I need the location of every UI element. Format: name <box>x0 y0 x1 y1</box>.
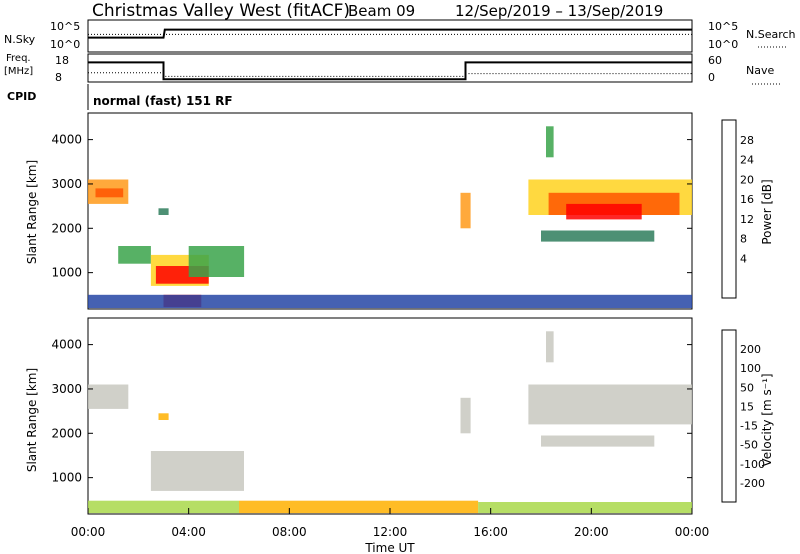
power-colorbar-tick-2: 20 <box>740 173 754 186</box>
velocity-colorbar-tick-4: -15 <box>740 420 758 433</box>
x-tick-label-5: 20:00 <box>574 525 609 539</box>
noise-tick-right-top: 10^5 <box>708 20 738 33</box>
date-range: 12/Sep/2019 – 13/Sep/2019 <box>455 2 663 20</box>
power-colorbar-tick-3: 16 <box>740 193 754 206</box>
power-echo-region-6 <box>188 246 245 277</box>
velocity-y-tick-label-1: 2000 <box>51 426 82 440</box>
power-y-tick-label-1: 2000 <box>51 221 82 235</box>
nave-tick-top: 60 <box>708 54 722 67</box>
velocity-colorbar-tick-2: 50 <box>740 381 754 394</box>
power-echo-region-11 <box>566 203 642 220</box>
power-echo-region-13 <box>546 126 554 158</box>
power-echo-region-8 <box>460 192 471 229</box>
power-data <box>88 126 692 309</box>
frequency-series-1 <box>88 72 692 77</box>
noise-tick-left-bottom: 10^0 <box>50 38 80 51</box>
power-echo-region-14 <box>88 294 692 309</box>
velocity-colorbar-tick-1: 100 <box>740 362 761 375</box>
nave-label: Nave <box>746 64 774 77</box>
power-y-tick-label-0: 1000 <box>51 266 82 280</box>
velocity-echo-region-8 <box>239 500 479 514</box>
power-colorbar-tick-5: 8 <box>740 233 747 246</box>
velocity-y-ticks: 1000 2000 3000 4000 <box>51 338 692 485</box>
velocity-colorbar-label: Velocity [m s⁻¹] <box>760 373 774 466</box>
plot-title: Christmas Valley West (fitACF) <box>92 1 350 21</box>
power-colorbar-tick-1: 24 <box>740 154 754 167</box>
noise-series-0 <box>88 28 692 39</box>
velocity-echo-region-2 <box>158 413 169 420</box>
nsky-label: N.Sky <box>4 33 36 46</box>
velocity-echo-region-1 <box>150 451 244 491</box>
velocity-echo-region-6 <box>546 331 554 363</box>
velocity-colorbar-tick-5: -50 <box>740 439 758 452</box>
power-colorbar: 28 24 20 16 12 8 4 <box>721 119 754 299</box>
freq-tick-top: 18 <box>55 54 69 67</box>
power-colorbar-label: Power [dB] <box>760 179 774 244</box>
freq-tick-bottom: 8 <box>55 71 62 84</box>
x-tick-label-6: 00:00 <box>675 525 710 539</box>
nsearch-label: N.Search <box>746 28 796 41</box>
velocity-y-tick-label-2: 3000 <box>51 382 82 396</box>
velocity-colorbar: 200 100 50 15 -15 -50 -100 -200 <box>721 329 765 503</box>
power-echo-region-7 <box>158 208 169 215</box>
velocity-echo-region-0 <box>88 384 129 409</box>
frequency-lines <box>88 61 692 81</box>
velocity-echo-region-5 <box>541 435 655 447</box>
velocity-colorbar-tick-7: -200 <box>740 477 765 490</box>
x-axis-label: Time UT <box>364 541 415 554</box>
noise-lines <box>88 28 692 39</box>
noise-panel <box>87 19 693 53</box>
velocity-echo-region-3 <box>460 397 471 434</box>
velocity-echo-region-7 <box>88 500 239 514</box>
velocity-colorbar-tick-0: 200 <box>740 343 761 356</box>
power-y-ticks: 1000 2000 3000 4000 <box>51 133 692 280</box>
nave-tick-bottom: 0 <box>708 71 715 84</box>
x-tick-label-4: 16:00 <box>473 525 508 539</box>
frequency-series-0 <box>88 61 692 81</box>
power-colorbar-tick-0: 28 <box>740 134 754 147</box>
velocity-echo-region-4 <box>528 384 692 425</box>
velocity-y-tick-label-0: 1000 <box>51 471 82 485</box>
power-colorbar-tick-4: 12 <box>740 213 754 226</box>
power-echo-region-2 <box>118 246 151 264</box>
noise-tick-right-bottom: 10^0 <box>708 38 738 51</box>
power-y-axis-label: Slant Range [km] <box>25 160 39 264</box>
noise-tick-left-top: 10^5 <box>50 20 80 33</box>
power-colorbar-frame <box>721 119 737 299</box>
freq-label-line1: Freq. <box>6 53 31 64</box>
power-echo-region-12 <box>541 230 655 242</box>
power-y-tick-label-2: 3000 <box>51 177 82 191</box>
power-y-tick-label-3: 4000 <box>51 133 82 147</box>
power-echo-region-1 <box>95 188 124 198</box>
velocity-colorbar-tick-6: -100 <box>740 458 765 471</box>
x-tick-label-2: 08:00 <box>272 525 307 539</box>
cpid-label: CPID <box>7 90 36 103</box>
velocity-echo-region-9 <box>478 502 692 514</box>
velocity-y-tick-label-3: 4000 <box>51 338 82 352</box>
velocity-y-axis-label: Slant Range [km] <box>25 368 39 472</box>
beam-label: Beam 09 <box>348 2 415 20</box>
velocity-data <box>88 331 692 514</box>
x-tick-label-3: 12:00 <box>373 525 408 539</box>
freq-label-line2: [MHz] <box>4 66 33 77</box>
x-axis-ticks: 00:00 04:00 08:00 12:00 16:00 20:00 00:00 <box>71 508 710 539</box>
frequency-panel <box>87 53 693 83</box>
x-tick-label-1: 04:00 <box>171 525 206 539</box>
velocity-colorbar-tick-3: 15 <box>740 400 754 413</box>
power-colorbar-tick-6: 4 <box>740 252 747 265</box>
x-tick-label-0: 00:00 <box>71 525 106 539</box>
cpid-value: normal (fast) 151 RF <box>93 94 233 108</box>
velocity-colorbar-frame <box>721 329 737 503</box>
